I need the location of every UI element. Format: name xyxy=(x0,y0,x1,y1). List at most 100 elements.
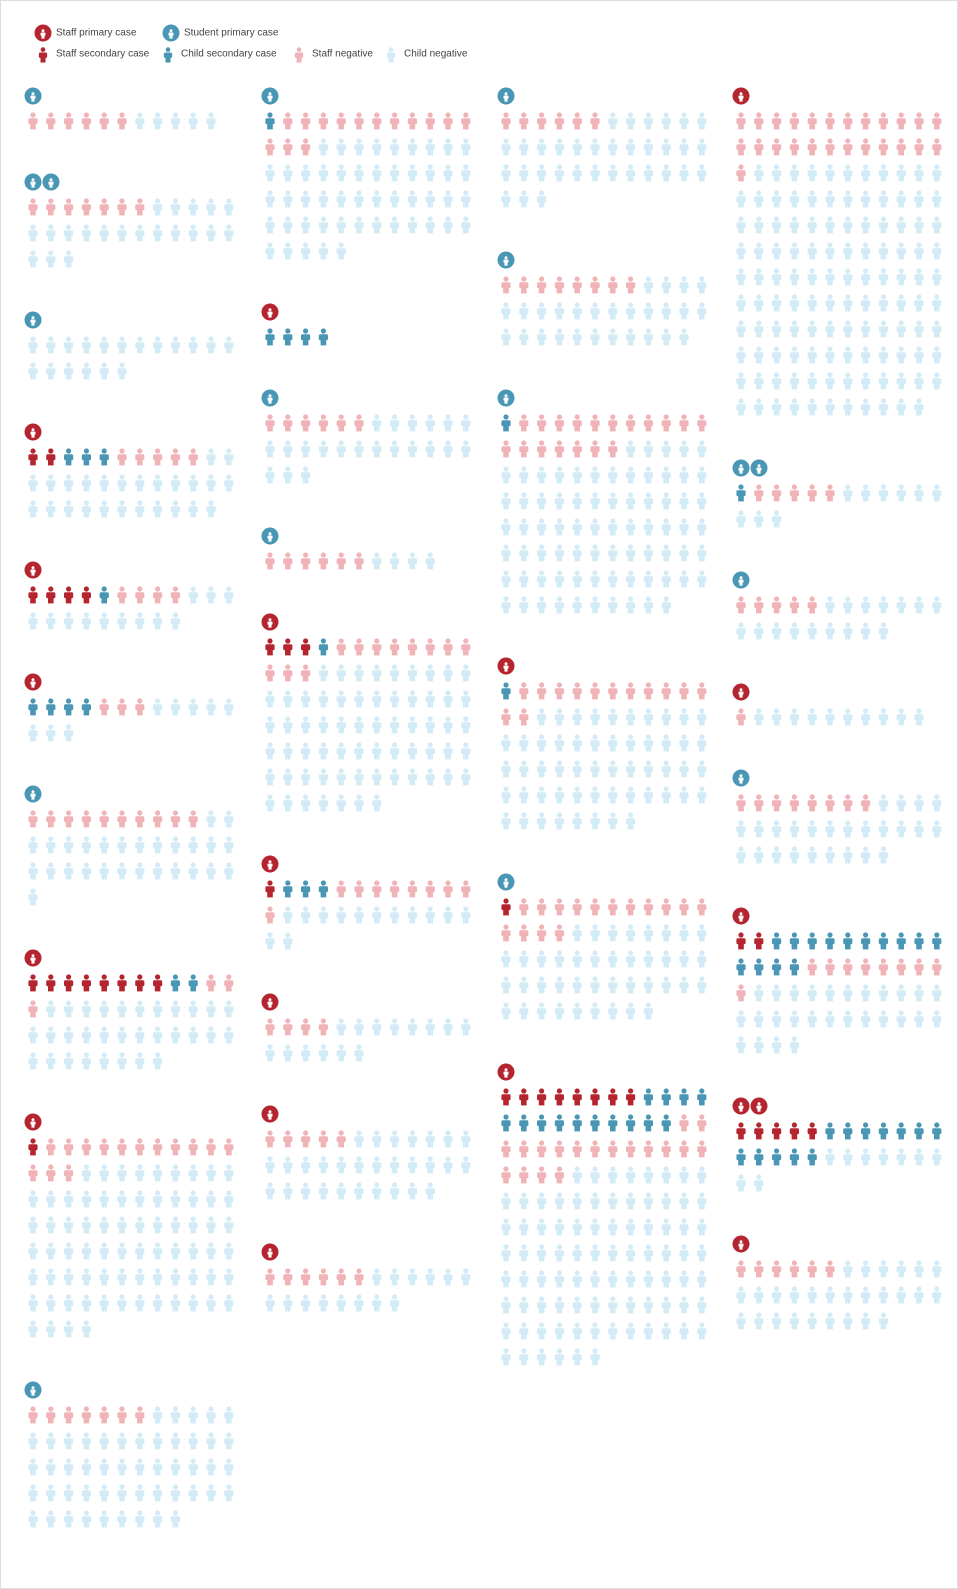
icon-legs xyxy=(409,1141,416,1148)
icon-legs xyxy=(521,1125,527,1132)
icon-legs xyxy=(699,1229,705,1236)
icon-head xyxy=(66,1026,72,1032)
icon-legs xyxy=(663,1281,669,1288)
icon-legs xyxy=(101,1443,107,1450)
icon-head xyxy=(155,112,161,118)
icon-body xyxy=(318,144,328,151)
person-icon xyxy=(64,1268,74,1286)
icon-body xyxy=(28,868,38,875)
icon-head xyxy=(539,1296,545,1302)
icon-legs xyxy=(48,1227,54,1234)
icon-body xyxy=(224,480,234,487)
icon-head xyxy=(463,164,469,170)
icon-head xyxy=(226,1242,232,1248)
icon-body xyxy=(354,144,364,151)
person-icon xyxy=(206,198,216,216)
icon-head xyxy=(338,1044,344,1050)
icon-legs xyxy=(791,495,798,502)
icon-legs xyxy=(791,279,798,286)
icon-head xyxy=(539,786,545,792)
icon-head xyxy=(556,328,563,334)
person-icon xyxy=(99,1432,109,1450)
icon-body xyxy=(28,506,38,513)
icon-body xyxy=(372,118,382,125)
icon-legs xyxy=(556,693,563,700)
icon-head xyxy=(172,1242,178,1248)
icon-head xyxy=(681,112,687,118)
icon-head xyxy=(463,880,469,886)
icon-legs xyxy=(756,201,762,208)
icon-legs xyxy=(592,287,598,294)
icon-head xyxy=(681,786,687,792)
icon-head xyxy=(539,924,545,930)
icon-legs xyxy=(154,1037,161,1044)
icon-head xyxy=(574,1140,580,1146)
icon-head xyxy=(521,112,527,118)
icon-legs xyxy=(65,261,72,268)
icon-head xyxy=(898,268,904,274)
icon-head xyxy=(521,1244,527,1250)
icon-body xyxy=(206,1032,216,1039)
icon-body xyxy=(336,196,346,203)
icon-head xyxy=(267,216,273,222)
icon-head xyxy=(409,638,415,644)
icon-body xyxy=(117,1248,127,1255)
icon-legs xyxy=(302,201,309,208)
person-icon xyxy=(64,1432,74,1450)
icon-legs xyxy=(338,227,344,234)
icon-body xyxy=(153,618,163,625)
icon-head xyxy=(66,1406,72,1412)
icon-legs xyxy=(538,987,545,994)
icon-body xyxy=(28,842,38,849)
icon-legs xyxy=(101,511,107,518)
icon-legs xyxy=(663,1099,669,1106)
icon-legs xyxy=(898,331,904,338)
icon-legs xyxy=(101,1201,107,1208)
icon-head xyxy=(574,760,580,766)
icon-legs xyxy=(445,891,451,898)
icon-head xyxy=(699,440,705,446)
icon-legs xyxy=(827,495,833,502)
icon-legs xyxy=(154,123,161,130)
primary-icon xyxy=(261,613,279,631)
icon-head xyxy=(521,276,527,282)
person-icon xyxy=(224,1000,234,1018)
icon-head xyxy=(320,164,326,170)
icon-head xyxy=(610,976,616,982)
icon-body xyxy=(28,1300,38,1307)
icon-head xyxy=(521,1322,527,1328)
icon-legs xyxy=(48,209,54,216)
icon-head xyxy=(30,586,36,592)
icon-legs xyxy=(65,847,72,854)
icon-legs xyxy=(627,1177,634,1184)
icon-head xyxy=(320,216,326,222)
person-icon xyxy=(28,1052,38,1070)
person-icon xyxy=(283,414,293,432)
icon-legs xyxy=(627,935,634,942)
icon-legs xyxy=(268,1004,272,1008)
icon-body xyxy=(283,118,293,125)
icon-head xyxy=(155,198,161,204)
icon-legs xyxy=(627,1203,634,1210)
icon-legs xyxy=(574,313,580,320)
icon-body xyxy=(46,1438,56,1445)
icon-legs xyxy=(302,227,309,234)
icon-body xyxy=(64,980,74,987)
icon-legs xyxy=(119,1037,125,1044)
icon-head xyxy=(592,924,598,930)
icon-head xyxy=(48,1320,54,1326)
icon-head xyxy=(699,544,705,550)
icon-head xyxy=(427,164,433,170)
person-icon xyxy=(99,474,109,492)
icon-body xyxy=(206,842,216,849)
icon-legs xyxy=(538,313,545,320)
legend-label: Child negative xyxy=(404,49,468,60)
icon-head xyxy=(592,414,598,420)
person-icon xyxy=(135,1458,145,1476)
icon-legs xyxy=(65,1331,72,1338)
icon-body xyxy=(153,506,163,513)
person-icon xyxy=(46,1510,56,1528)
icon-body xyxy=(206,1222,216,1229)
icon-legs xyxy=(809,123,815,130)
icon-legs xyxy=(880,149,887,156)
